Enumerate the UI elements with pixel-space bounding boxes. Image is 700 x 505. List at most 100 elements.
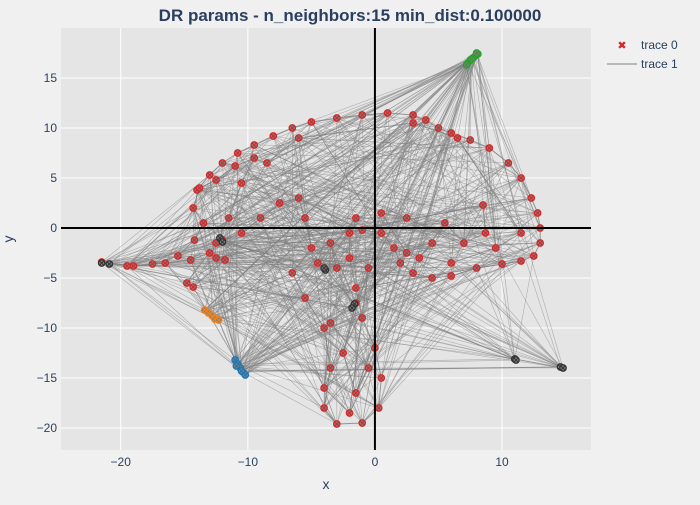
edge-line: [177, 255, 331, 369]
data-point-x: [410, 112, 416, 118]
data-point-x: [222, 257, 228, 263]
data-point-x: [321, 385, 327, 391]
data-point: [512, 356, 520, 364]
data-point-x: [537, 240, 543, 246]
data-point-x: [106, 261, 112, 267]
data-point-x: [469, 56, 474, 62]
data-point-x: [150, 261, 155, 267]
data-point-x: [410, 270, 416, 276]
edge-line: [349, 222, 446, 414]
edge-line: [199, 132, 452, 189]
data-point: [479, 201, 487, 209]
legend-item-trace-1[interactable]: trace 1: [607, 57, 678, 71]
edge-line: [378, 52, 477, 409]
data-point-x: [467, 137, 473, 143]
edge-line: [109, 263, 357, 394]
edge-line: [209, 62, 468, 254]
edge-line: [126, 265, 215, 320]
data-point-x: [474, 50, 479, 56]
data-point: [275, 199, 284, 207]
data-point: [174, 252, 182, 260]
data-point-x: [464, 62, 469, 68]
edge-line: [222, 241, 325, 269]
edge-line: [380, 58, 472, 379]
edge-line: [292, 64, 467, 274]
edge-line: [196, 189, 223, 241]
data-point-x: [461, 240, 467, 246]
y-tick-label: −20: [37, 421, 58, 435]
data-point-x: [264, 160, 270, 166]
data-point-x: [226, 215, 232, 221]
data-point-x: [239, 180, 244, 186]
data-point: [358, 314, 367, 322]
data-point-x: [340, 350, 346, 356]
data-point-x: [359, 112, 365, 118]
edge-line: [177, 187, 200, 257]
edge-line: [237, 152, 484, 206]
data-point: [232, 362, 241, 370]
edge-line: [133, 57, 473, 267]
edge-line: [374, 262, 452, 349]
edge-line: [193, 229, 363, 288]
edge-line: [126, 265, 369, 369]
edge-line: [109, 263, 293, 274]
data-point: [313, 259, 322, 267]
edge-line: [355, 252, 407, 289]
edge-line: [266, 55, 476, 164]
edge-line: [406, 252, 561, 368]
data-point-x: [448, 273, 454, 279]
edge-line: [330, 242, 541, 324]
data-point-x: [200, 220, 206, 226]
data-point: [263, 159, 271, 167]
data-point: [396, 259, 405, 267]
edge-line: [349, 119, 427, 414]
edge-line: [298, 122, 414, 139]
edge-line: [324, 232, 522, 269]
edge-line: [228, 217, 564, 369]
edge-line: [164, 207, 194, 264]
data-point-x: [506, 160, 511, 166]
edge-line: [298, 137, 312, 249]
data-point-x: [349, 305, 355, 311]
edge-line: [266, 62, 468, 164]
data-point: [352, 389, 360, 397]
legend-item-trace-0[interactable]: ✖ trace 0: [617, 38, 678, 52]
edge-line: [323, 262, 452, 389]
edge-line: [514, 358, 564, 369]
data-point-x: [270, 133, 276, 139]
edge-line: [489, 147, 561, 368]
data-point: [307, 244, 316, 252]
data-point-x: [321, 265, 327, 271]
edge-line: [193, 286, 517, 361]
legend[interactable]: ✖ trace 0 trace 1: [607, 38, 678, 71]
data-point-x: [239, 230, 244, 236]
data-point: [205, 171, 214, 179]
edge-line: [239, 127, 293, 369]
data-point: [212, 176, 220, 184]
edge-line: [466, 64, 503, 265]
data-point: [352, 284, 360, 292]
data-point-x: [334, 265, 340, 271]
data-point: [498, 260, 506, 268]
edge-line: [380, 212, 408, 254]
data-point: [466, 136, 475, 144]
data-point: [221, 256, 229, 264]
data-point-x: [309, 119, 314, 125]
edge-line: [325, 257, 350, 271]
edge-line: [192, 207, 242, 372]
data-point: [97, 259, 106, 267]
edge-line: [311, 62, 468, 249]
edge-line: [438, 127, 516, 360]
edge-line: [260, 217, 355, 305]
data-point: [390, 244, 398, 252]
edge-line: [237, 363, 379, 409]
data-point: [440, 219, 449, 227]
data-point: [345, 254, 354, 262]
data-point-x: [328, 365, 333, 371]
data-point-x: [175, 253, 181, 259]
data-point-x: [423, 117, 429, 123]
data-point: [348, 304, 356, 312]
edge-line: [472, 57, 503, 265]
data-point: [326, 239, 335, 247]
data-point-x: [455, 135, 460, 141]
